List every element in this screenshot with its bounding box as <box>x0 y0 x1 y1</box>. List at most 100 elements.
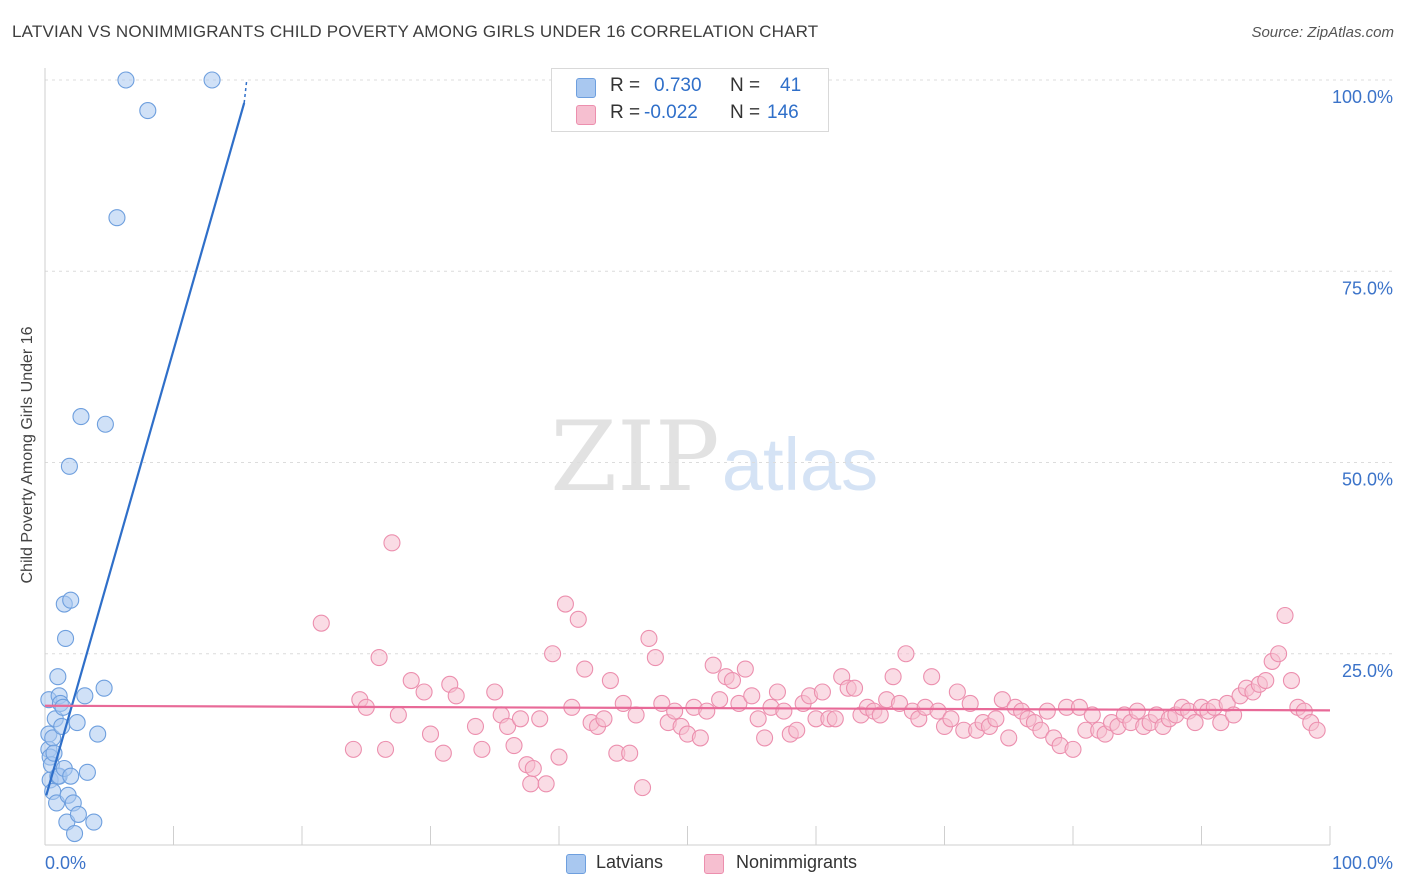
nonimmigrants-point <box>1276 606 1294 625</box>
nonimmigrants-point <box>505 736 523 755</box>
latvians-n-label: N = <box>730 75 761 96</box>
nonimmigrants-trend-line <box>44 704 1331 712</box>
nonimmigrants-point <box>826 710 844 728</box>
nonimmigrants-point <box>743 687 761 705</box>
nonimmigrants-point <box>447 687 465 705</box>
nonimmigrants-n-label: N = <box>730 102 761 123</box>
latvians-trend-line-dashed <box>243 79 248 104</box>
nonimmigrants-point <box>948 683 966 701</box>
x-tick-label: 0.0% <box>45 853 86 873</box>
nonimmigrants-point <box>434 744 452 762</box>
nonimmigrants-r-value: -0.022 <box>644 102 698 123</box>
latvians-point <box>203 71 221 89</box>
latvians-point <box>139 102 157 120</box>
nonimmigrants-point <box>723 671 742 690</box>
nonimmigrants-n-value: 146 <box>767 102 799 123</box>
nonimmigrants-point <box>1270 645 1288 663</box>
nonimmigrants-legend-label: Nonimmigrants <box>736 852 858 872</box>
correlation-legend: R = 0.730 N = 41 R = -0.022 N = 146 <box>551 68 829 132</box>
nonimmigrants-point <box>961 694 979 713</box>
latvians-n-value: 41 <box>780 75 802 96</box>
latvians-point <box>78 763 96 781</box>
nonimmigrants-point <box>531 710 549 728</box>
latvians-point <box>62 767 80 785</box>
latvians-legend-swatch <box>566 854 586 874</box>
nonimmigrants-point <box>768 683 787 701</box>
nonimmigrants-point <box>813 683 831 701</box>
nonimmigrants-point <box>923 668 941 686</box>
nonimmigrants-point <box>749 710 767 728</box>
nonimmigrants-point <box>473 740 491 758</box>
nonimmigrants-point <box>884 668 902 686</box>
latvians-swatch <box>576 78 596 98</box>
nonimmigrants-point <box>736 660 754 678</box>
x-tick-label: 100.0% <box>1332 853 1393 873</box>
latvians-r-value: 0.730 <box>654 75 702 96</box>
nonimmigrants-point <box>1000 729 1018 747</box>
nonimmigrants-point <box>421 725 440 743</box>
latvians-point <box>76 687 94 705</box>
nonimmigrants-point <box>389 706 407 724</box>
y-tick-label: 25.0% <box>1342 661 1393 681</box>
points <box>40 71 1326 843</box>
nonimmigrants-swatch <box>576 105 596 125</box>
nonimmigrants-point <box>614 694 632 713</box>
nonimmigrants-point <box>370 649 388 667</box>
nonimmigrants-point <box>466 717 485 735</box>
nonimmigrants-point <box>646 649 664 667</box>
nonimmigrants-point <box>627 706 645 724</box>
chart-title: LATVIAN VS NONIMMIGRANTS CHILD POVERTY A… <box>12 22 819 41</box>
latvians-point <box>54 698 72 716</box>
latvians-point <box>49 668 67 686</box>
nonimmigrants-point <box>929 702 947 720</box>
grid <box>45 79 1393 655</box>
latvians-legend-label: Latvians <box>596 852 664 872</box>
nonimmigrants-point <box>890 694 909 713</box>
nonimmigrants-point <box>383 534 401 552</box>
legend-row-nonimmigrants: R = -0.022 N = 146 <box>552 102 828 128</box>
nonimmigrants-point <box>942 710 960 728</box>
nonimmigrants-point <box>666 702 684 720</box>
latvians-point <box>57 629 75 648</box>
nonimmigrants-point <box>1257 671 1275 690</box>
nonimmigrants-point <box>987 710 1005 728</box>
nonimmigrants-point <box>376 740 395 758</box>
latvians-point <box>60 457 78 475</box>
nonimmigrants-point <box>595 710 613 728</box>
nonimmigrants-point <box>1083 706 1101 724</box>
nonimmigrants-point <box>845 679 864 697</box>
nonimmigrants-point <box>344 740 362 758</box>
latvians-point <box>85 813 103 831</box>
nonimmigrants-legend-swatch <box>704 854 724 874</box>
nonimmigrants-point <box>633 779 652 797</box>
nonimmigrants-point <box>897 645 915 663</box>
latvians-point <box>89 725 107 743</box>
nonimmigrants-point <box>698 702 716 720</box>
nonimmigrants-point <box>1070 698 1088 716</box>
latvians-trend-line <box>45 102 246 796</box>
nonimmigrants-point <box>993 691 1011 709</box>
y-tick-label: 75.0% <box>1342 278 1393 298</box>
tick-labels: 25.0% 50.0% 75.0% 100.0% 0.0% 100.0% <box>45 87 1393 873</box>
latvians-point <box>72 408 90 426</box>
nonimmigrants-point <box>1064 740 1082 758</box>
nonimmigrants-point <box>704 656 722 674</box>
latvians-point <box>117 71 135 89</box>
latvians-point <box>108 209 126 227</box>
nonimmigrants-point <box>711 691 729 709</box>
axes <box>44 68 1331 846</box>
nonimmigrants-point <box>522 775 540 793</box>
nonimmigrants-point <box>601 671 619 690</box>
trend-lines <box>44 79 1331 796</box>
nonimmigrants-point <box>756 729 774 747</box>
legend-row-latvians: R = 0.730 N = 41 <box>552 75 828 101</box>
nonimmigrants-point <box>544 645 562 663</box>
nonimmigrants-point <box>1308 721 1326 739</box>
nonimmigrants-point <box>640 629 658 648</box>
nonimmigrants-point <box>524 759 542 778</box>
nonimmigrants-point <box>556 595 574 613</box>
nonimmigrants-point <box>1212 714 1230 732</box>
nonimmigrants-point <box>691 729 709 747</box>
latvians-point <box>95 679 113 697</box>
